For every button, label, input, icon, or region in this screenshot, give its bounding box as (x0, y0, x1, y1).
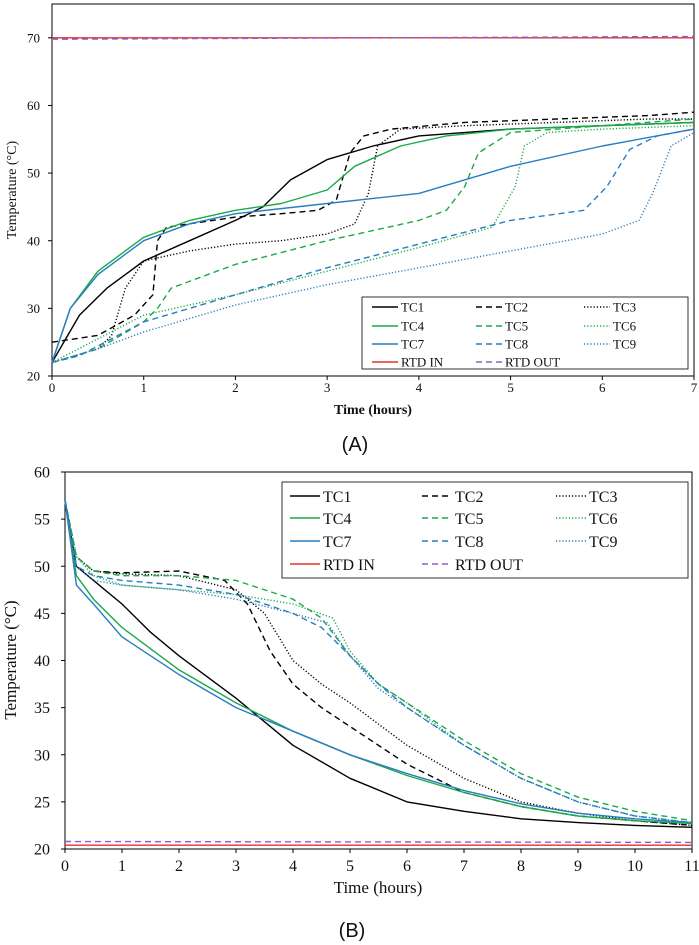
legend-label: TC4 (323, 511, 351, 528)
x-tick-label: 7 (460, 858, 468, 875)
x-tick-label: 8 (517, 858, 525, 875)
panel-b-y-ticks: 20 25 30 35 40 45 50 55 60 (34, 465, 65, 859)
legend-label: TC8 (455, 534, 483, 551)
y-tick-label: 25 (34, 794, 50, 811)
legend-label: TC3 (613, 300, 636, 315)
x-tick-label: 3 (324, 380, 331, 395)
legend-label: TC6 (589, 511, 617, 528)
legend-label: TC7 (401, 337, 425, 352)
x-tick-label: 1 (140, 380, 147, 395)
series-line-tc1 (64, 500, 693, 828)
x-tick-label: 4 (416, 380, 423, 395)
x-tick-label: 9 (574, 858, 582, 875)
panel-b-x-ticks: 0 1 2 3 4 5 6 7 8 9 10 11 (61, 849, 699, 875)
x-tick-label: 3 (232, 858, 240, 875)
panel-a-y-axis-title: Temperature (°C) (5, 141, 20, 240)
panel-b-x-axis-title: Time (hours) (334, 878, 423, 897)
y-tick-label: 70 (27, 30, 40, 45)
y-tick-label: 45 (34, 606, 50, 623)
x-tick-label: 6 (599, 380, 606, 395)
series-line-tc6 (64, 500, 693, 824)
y-tick-label: 20 (34, 842, 50, 859)
x-tick-label: 2 (232, 380, 239, 395)
series-line-tc7 (51, 128, 695, 363)
panel-b-legend: TC1 TC2 TC3 TC4 TC5 TC6 TC7 TC8 TC9 RTD IN RTD OUT (281, 481, 689, 579)
legend-label: RTD IN (323, 557, 375, 574)
series-line-tc2 (51, 111, 695, 343)
legend-label: TC3 (589, 489, 617, 506)
y-tick-label: 40 (34, 653, 50, 670)
x-tick-label: 4 (289, 858, 297, 875)
legend-label: TC5 (455, 511, 483, 528)
y-tick-label: 20 (27, 369, 40, 384)
series-line-rtd-out (64, 840, 693, 844)
series-line-tc8 (51, 128, 695, 364)
legend-label: TC5 (505, 319, 528, 334)
y-tick-label: 35 (34, 700, 50, 717)
series-line-tc9 (64, 500, 693, 824)
legend-label: TC7 (323, 534, 351, 551)
y-tick-label: 50 (27, 166, 40, 181)
panel-b-label: (B) (339, 920, 366, 942)
x-tick-label: 11 (684, 858, 699, 875)
x-tick-label: 0 (61, 858, 69, 875)
series-line-tc3 (64, 500, 693, 827)
legend-label: RTD OUT (455, 557, 523, 574)
x-tick-label: 0 (49, 380, 56, 395)
y-tick-label: 30 (27, 301, 40, 316)
y-tick-label: 55 (34, 512, 50, 529)
legend-label: TC2 (505, 300, 528, 315)
y-tick-label: 40 (27, 233, 40, 248)
y-tick-label: 50 (34, 559, 50, 576)
legend-label: RTD IN (401, 355, 444, 370)
legend-label: TC6 (613, 319, 637, 334)
legend-label: TC1 (323, 489, 351, 506)
series-line-tc3 (51, 118, 694, 364)
y-tick-label: 30 (34, 747, 50, 764)
panel-a-x-axis-title: Time (hours) (334, 403, 412, 418)
panel-b-y-axis-title: Temperature (°C) (1, 600, 20, 719)
panel-a-legend-box (361, 296, 689, 370)
panel-a-y-ticks: 20 30 40 50 60 70 (27, 30, 52, 384)
legend-label: RTD OUT (505, 355, 560, 370)
legend-label: TC9 (613, 337, 636, 352)
x-tick-label: 1 (118, 858, 126, 875)
x-tick-label: 7 (691, 380, 698, 395)
series-line-rtd-out (51, 35, 695, 40)
y-tick-label: 60 (34, 465, 50, 482)
x-tick-label: 5 (346, 858, 354, 875)
panel-a-legend: TC1 TC2 TC3 TC4 TC5 TC6 TC7 TC8 TC9 RTD IN RTD OUT (361, 296, 689, 370)
x-tick-label: 2 (175, 858, 183, 875)
series-line-tc9 (51, 131, 695, 364)
panel-a-x-ticks: 0 1 2 3 4 5 6 7 (49, 376, 698, 395)
x-tick-label: 6 (403, 858, 411, 875)
x-tick-label: 10 (627, 858, 643, 875)
series-line-tc5 (51, 118, 695, 364)
legend-label: TC8 (505, 337, 528, 352)
panel-a-label: (A) (342, 434, 369, 456)
panel-b-series (64, 500, 693, 846)
series-line-tc8 (64, 500, 693, 824)
series-line-tc7 (64, 500, 693, 824)
panel-b-legend-box (281, 481, 689, 579)
legend-label: TC1 (401, 300, 424, 315)
panel-a-chart: 0 1 2 3 4 5 6 7 20 30 40 50 60 70 Time (hours) Tempe… (5, 3, 698, 456)
legend-label: TC2 (455, 489, 483, 506)
series-line-tc5 (64, 500, 693, 822)
x-tick-label: 5 (507, 380, 514, 395)
series-line-tc4 (51, 121, 695, 363)
y-tick-label: 60 (27, 98, 40, 113)
legend-label: TC9 (589, 534, 617, 551)
panel-a-series (51, 35, 695, 364)
legend-label: TC4 (401, 319, 425, 334)
